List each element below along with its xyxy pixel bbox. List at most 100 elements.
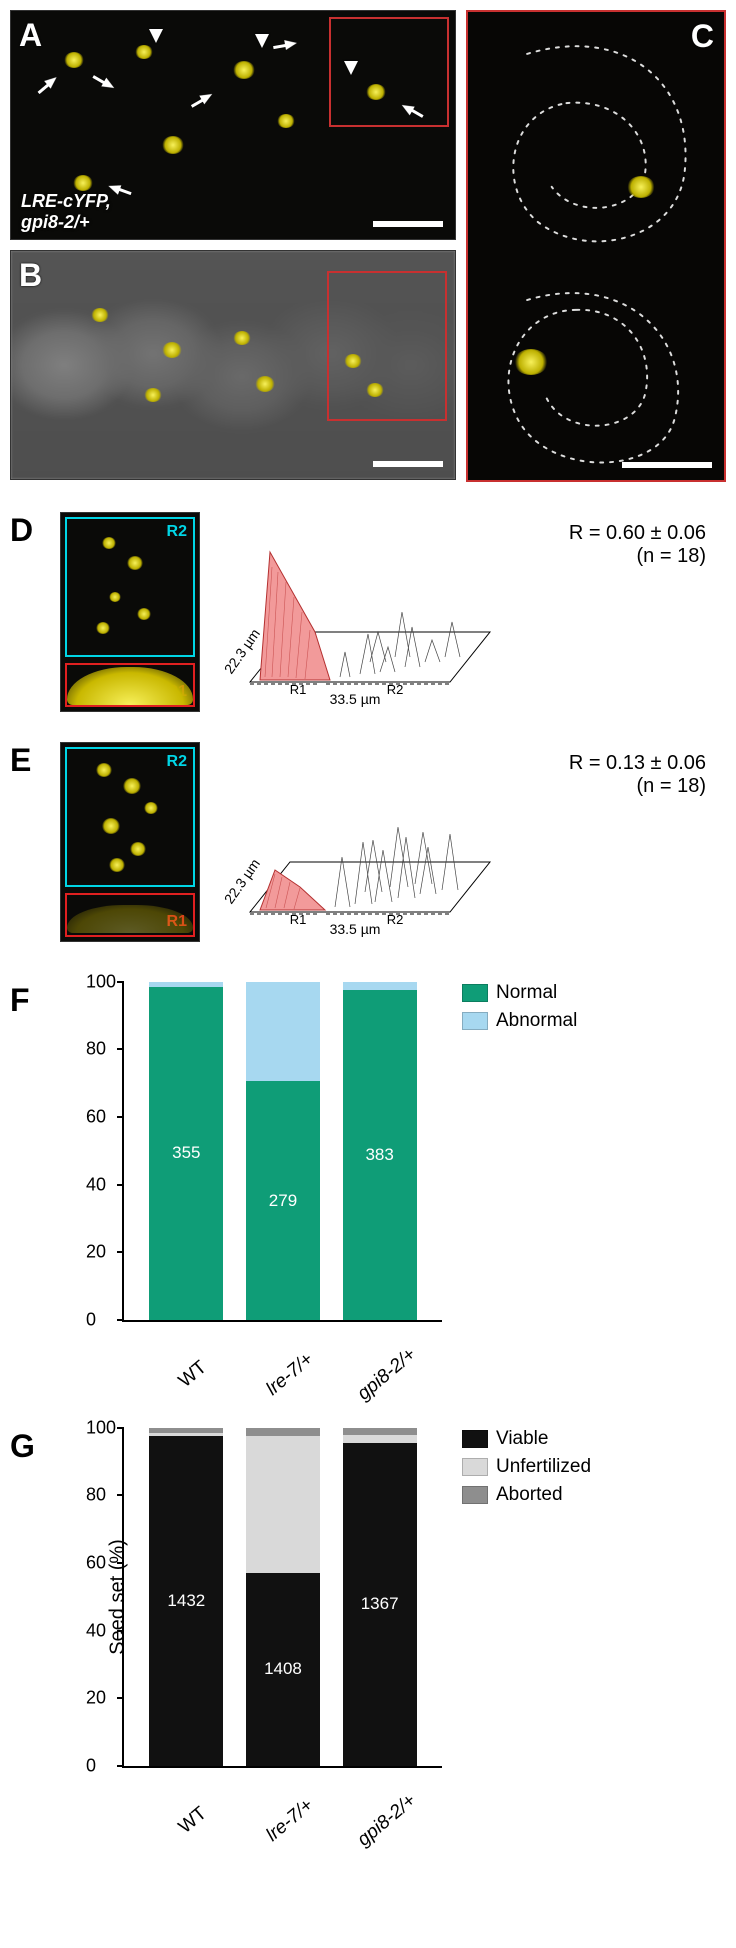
- red-highlight-box: [327, 271, 447, 421]
- panel-a-label: A: [19, 17, 42, 54]
- fluor-spot: [233, 331, 251, 345]
- genotype-line2: gpi8-2/+: [21, 212, 90, 232]
- legend-g: ViableUnfertilizedAborted: [462, 1428, 591, 1512]
- panel-e-image: R2 R1: [60, 742, 200, 942]
- fluor-spot: [73, 175, 93, 191]
- arrow-icon: [44, 73, 60, 88]
- bar-segment-aborted: [246, 1428, 320, 1436]
- panel-c-label: C: [691, 18, 714, 55]
- fluor-spot: [514, 349, 548, 375]
- ylabel: 80: [86, 1039, 106, 1060]
- plot-g: Seed set (%) 143214081367 020406080100: [122, 1428, 442, 1768]
- legend-row: Normal: [462, 982, 577, 1004]
- xlabels-g: WTlre-7/+gpi8-2/+: [122, 1782, 442, 1804]
- panel-f-section: F Pollen tube reception (%) 355279383 02…: [10, 982, 726, 1358]
- ytick: [117, 1184, 124, 1186]
- panel-f-label: F: [10, 982, 40, 1358]
- ylabel: 100: [86, 1417, 116, 1438]
- bar-segment-viable: 1367: [343, 1443, 417, 1766]
- panel-b: B: [10, 250, 456, 480]
- legend-text: Unfertilized: [496, 1456, 591, 1478]
- fluor-spot: [144, 388, 162, 402]
- axis-x-label: 33.5 µm: [330, 691, 381, 707]
- xlabel: lre-7/+: [255, 1788, 326, 1852]
- fluor-spots-group: [61, 513, 199, 711]
- svg-text:33.5 µm: 33.5 µm: [330, 921, 381, 937]
- arrow-icon: [102, 78, 117, 93]
- legend-f: Normal Abnormal: [462, 982, 577, 1038]
- ylabel: 60: [86, 1552, 106, 1573]
- ovule-outline-svg: [468, 12, 724, 480]
- panel-b-label: B: [19, 257, 42, 294]
- bar-n-label: 1408: [264, 1659, 302, 1679]
- fluor-spot: [135, 45, 153, 59]
- scalebar: [373, 461, 443, 467]
- bar-column: 1408: [246, 1428, 320, 1766]
- xlabel: gpi8-2/+: [352, 1788, 423, 1852]
- panel-e-label: E: [10, 742, 40, 779]
- red-highlight-box: [329, 17, 449, 127]
- bar-column: 1432: [149, 1428, 223, 1766]
- panel-c: C: [466, 10, 726, 482]
- bar-segment-unfertilized: [343, 1435, 417, 1443]
- ytick: [117, 1765, 124, 1767]
- bar-segment-unfertilized: [246, 1436, 320, 1573]
- ytick: [117, 1697, 124, 1699]
- plot-f: Pollen tube reception (%) 355279383 0204…: [122, 982, 442, 1322]
- arrow-icon: [199, 89, 214, 104]
- fluor-spot: [64, 52, 84, 68]
- ytick: [117, 1251, 124, 1253]
- bar-segment-aborted: [343, 1428, 417, 1435]
- bar-n-label: 279: [269, 1191, 297, 1211]
- fluor-spot: [233, 61, 255, 79]
- panel-d-stats: R = 0.60 ± 0.06 (n = 18): [520, 522, 726, 568]
- bar-segment-abnormal: [246, 982, 320, 1082]
- surface-plot-svg: 33.5 µm 22.3 µm R1 R2: [220, 742, 500, 942]
- scalebar: [622, 462, 712, 468]
- bars-g: 1432 1408 1367: [124, 1428, 442, 1766]
- panel-f-chart: Pollen tube reception (%) 355279383 0204…: [52, 982, 442, 1358]
- bar-n-label: 355: [172, 1143, 200, 1163]
- svg-text:22.3 µm: 22.3 µm: [221, 855, 263, 906]
- legend-row: Unfertilized: [462, 1456, 591, 1478]
- panel-g-section: G Seed set (%) 143214081367 020406080100…: [10, 1428, 726, 1804]
- stat-r: R = 0.13 ± 0.06: [520, 752, 706, 775]
- arrowhead-icon: [149, 29, 163, 43]
- panel-d-label: D: [10, 512, 40, 549]
- xlabel: WT: [157, 1788, 228, 1852]
- genotype-line1: LRE-cYFP,: [21, 191, 111, 211]
- surface-plot-svg: 33.5 µm 22.3 µm R1 R2: [220, 512, 500, 712]
- ytick: [117, 981, 124, 983]
- legend-row: Abnormal: [462, 1010, 577, 1032]
- bar-segment-normal: 383: [343, 990, 417, 1320]
- genotype-label: LRE-cYFP, gpi8-2/+: [21, 191, 111, 233]
- bars-f: 355 279 383: [124, 982, 442, 1320]
- legend-text: Normal: [496, 982, 557, 1004]
- xlabels-f: WTlre-7/+gpi8-2/+: [122, 1336, 442, 1358]
- fluor-spot: [277, 114, 295, 128]
- stat-n: (n = 18): [520, 775, 706, 798]
- legend-swatch: [462, 1430, 488, 1448]
- arrow-icon: [284, 38, 298, 50]
- axis-y-label: 22.3 µm: [221, 625, 263, 676]
- ylabel: 20: [86, 1688, 106, 1709]
- scalebar: [373, 221, 443, 227]
- legend-swatch: [462, 984, 488, 1002]
- bar-n-label: 1367: [361, 1594, 399, 1614]
- bar-column: 1367: [343, 1428, 417, 1766]
- figure: A LRE-cYF: [10, 10, 726, 1804]
- legend-swatch: [462, 1012, 488, 1030]
- legend-text: Abnormal: [496, 1010, 577, 1032]
- xlabel: WT: [157, 1342, 228, 1406]
- legend-text: Aborted: [496, 1484, 563, 1506]
- stat-n: (n = 18): [520, 545, 706, 568]
- bar-segment-viable: 1408: [246, 1573, 320, 1766]
- panel-d-row: D R2 R1: [10, 512, 726, 712]
- panel-a: A LRE-cYF: [10, 10, 456, 240]
- ylabel: 80: [86, 1485, 106, 1506]
- panel-g-label: G: [10, 1428, 40, 1804]
- stat-r: R = 0.60 ± 0.06: [520, 522, 706, 545]
- legend-swatch: [462, 1458, 488, 1476]
- fluor-spot: [91, 308, 109, 322]
- panel-e-row: E R2 R1: [10, 742, 726, 942]
